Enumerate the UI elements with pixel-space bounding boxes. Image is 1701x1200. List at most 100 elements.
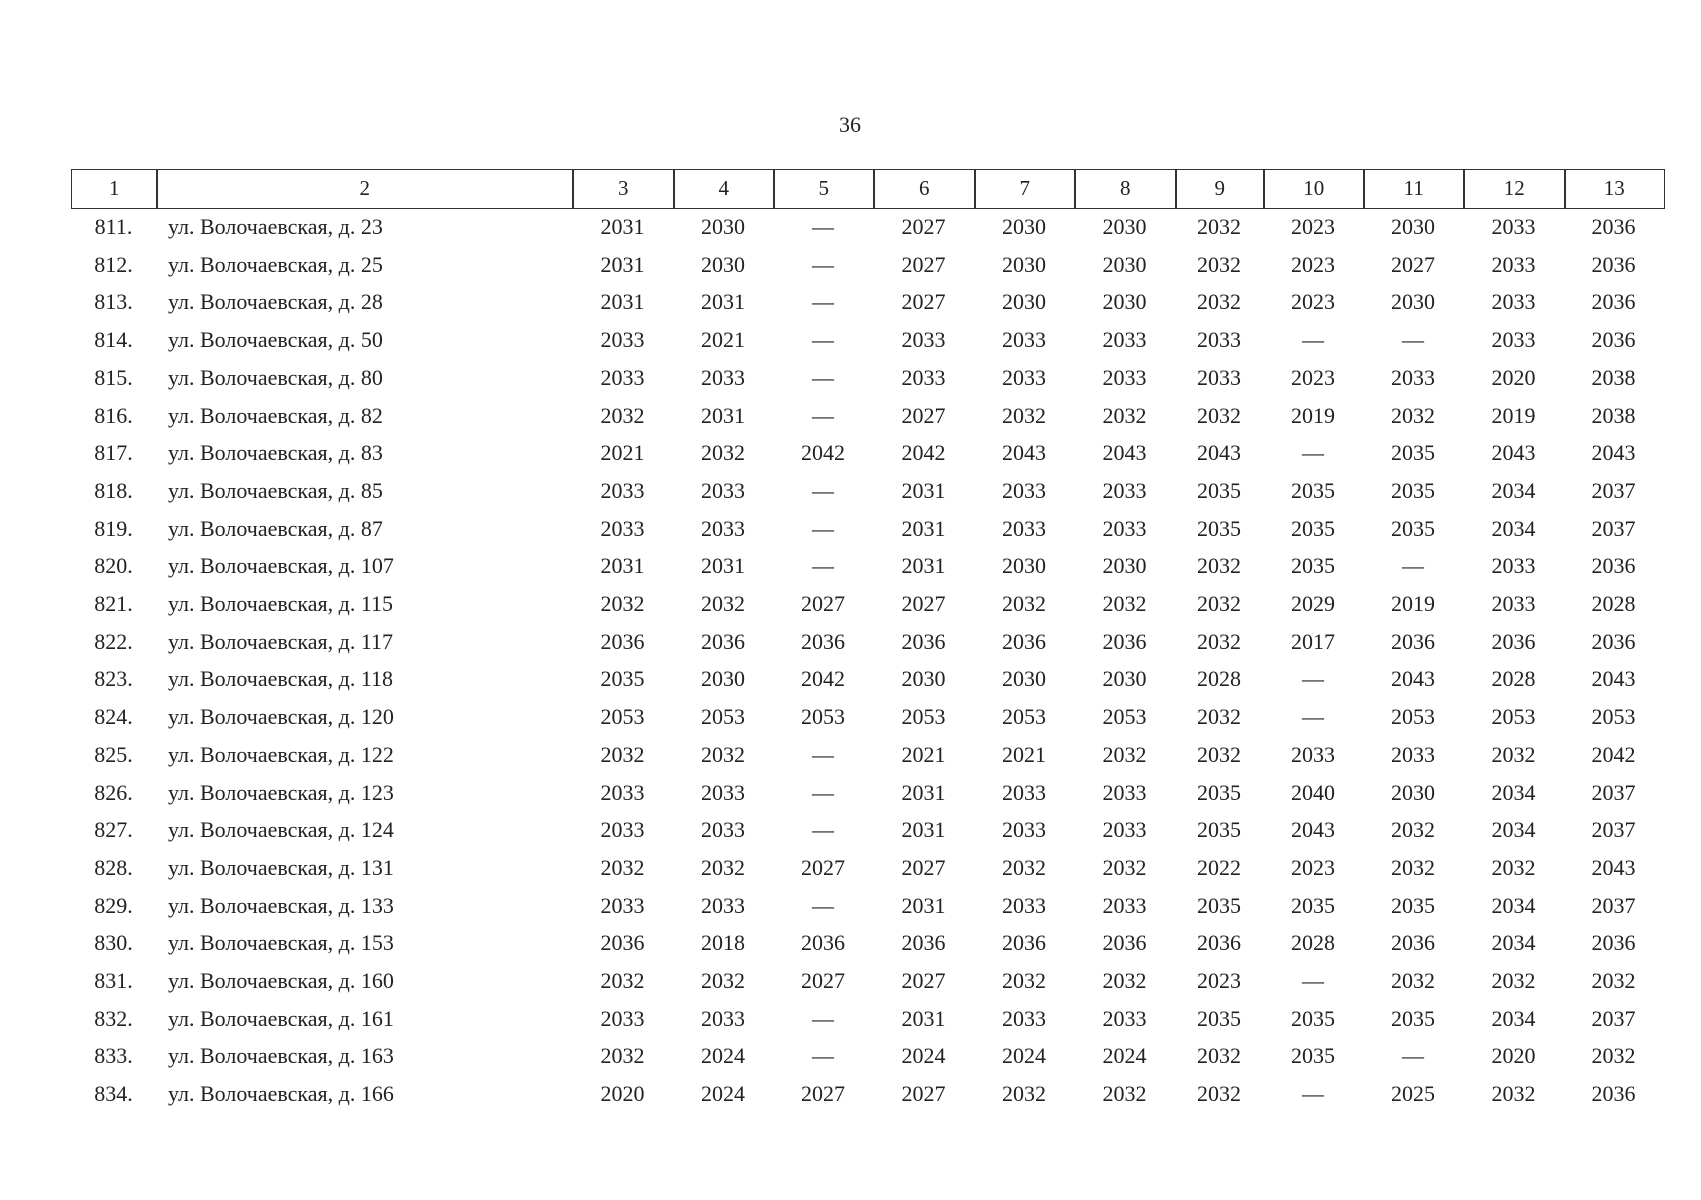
address-cell: ул. Волочаевская, д. 163 [168,1043,394,1069]
year-cell: — [812,477,834,503]
year-cell: 2033 [701,779,745,805]
year-cell: 2032 [701,591,745,616]
address-cell: ул. Волочаевская, д. 82 [168,402,383,428]
year-cell: 2031 [901,817,946,843]
header-cell: 3 [572,169,675,209]
address-cell: ул. Волочаевская, д. 23 [168,214,383,239]
year-cell: 2030 [1002,666,1046,692]
year-cell: 2033 [600,477,645,503]
address-cell: ул. Волочаевская, д. 122 [168,741,394,767]
row-number: 820. [94,553,133,579]
year-cell: 2032 [1002,854,1046,880]
row-number: 816. [94,402,133,428]
year-cell: 2029 [1291,591,1335,616]
year-cell: 2028 [1291,930,1335,956]
year-cell: 2024 [701,1043,745,1069]
year-cell: 2032 [1391,817,1435,843]
year-cell: 2034 [1491,1005,1536,1031]
row-number: 827. [94,817,133,843]
header-cell: 9 [1175,169,1265,209]
year-cell: 2032 [1391,402,1435,428]
year-cell: 2024 [901,1043,946,1069]
year-cell: 2036 [1591,1081,1636,1107]
year-cell: 2021 [901,741,946,767]
row-number: 834. [94,1081,133,1107]
header-cell: 1 [71,169,158,209]
year-cell: 2021 [701,327,745,353]
row-number: 824. [94,704,133,730]
row-number: 821. [94,591,133,616]
year-cell: 2033 [1197,327,1241,353]
year-cell: 2036 [600,930,645,956]
year-cell: 2053 [1391,704,1435,730]
year-cell: — [812,553,834,579]
row-number: 819. [94,515,133,541]
year-cell: 2036 [1391,930,1435,956]
year-cell: 2043 [1102,440,1147,466]
year-cell: 2036 [801,930,845,956]
year-cell: 2035 [1291,515,1335,541]
year-cell: 2053 [1102,704,1147,730]
address-cell: ул. Волочаевская, д. 107 [168,553,394,579]
year-cell: 2032 [1491,968,1536,993]
year-cell: 2030 [1102,666,1147,692]
page-number: 36 [839,112,861,137]
year-cell: 2036 [1591,214,1636,239]
year-cell: 2043 [1591,854,1636,880]
year-cell: 2042 [1591,741,1636,767]
row-number: 826. [94,779,133,805]
year-cell: 2032 [1197,628,1241,654]
year-cell: 2036 [1591,327,1636,353]
year-cell: 2033 [1102,779,1147,805]
year-cell: — [812,515,834,541]
year-cell: — [812,741,834,767]
year-cell: 2033 [901,327,946,353]
year-cell: 2033 [1102,817,1147,843]
year-cell: — [812,214,834,239]
row-number: 833. [94,1043,133,1069]
year-cell: 2030 [1391,779,1435,805]
year-cell: 2035 [1291,1005,1335,1031]
year-cell: 2038 [1591,364,1636,390]
year-cell: 2027 [901,214,946,239]
address-cell: ул. Волочаевская, д. 118 [168,666,394,692]
year-cell: 2040 [1291,779,1335,805]
year-cell: 2035 [1391,1005,1435,1031]
year-cell: 2053 [701,704,745,730]
year-cell: 2033 [1391,741,1435,767]
address-cell: ул. Волочаевская, д. 80 [168,364,383,390]
year-cell: 2032 [1391,968,1435,993]
header-cell: 11 [1363,169,1465,209]
year-cell: 2032 [1197,591,1241,616]
year-cell: — [812,817,834,843]
year-cell: 2034 [1491,515,1536,541]
year-cell: 2027 [901,251,946,277]
year-cell: — [812,402,834,428]
header-cell: 2 [156,169,574,209]
year-cell: 2020 [1491,1043,1536,1069]
row-number: 828. [94,854,133,880]
row-number: 832. [94,1005,133,1031]
year-cell: 2053 [801,704,845,730]
year-cell: 2037 [1591,515,1636,541]
year-cell: 2033 [1002,327,1046,353]
year-cell: 2033 [701,477,745,503]
year-cell: — [1402,553,1424,579]
year-cell: 2038 [1591,402,1636,428]
year-cell: 2032 [701,968,745,993]
year-cell: 2032 [1197,402,1241,428]
year-cell: 2036 [1002,930,1046,956]
year-cell: 2033 [1491,327,1536,353]
year-cell: 2027 [801,968,845,993]
year-cell: 2027 [901,1081,946,1107]
year-cell: 2027 [901,854,946,880]
year-cell: 2036 [1591,289,1636,315]
year-cell: 2037 [1591,892,1636,918]
year-cell: 2043 [1591,666,1636,692]
address-cell: ул. Волочаевская, д. 131 [168,854,394,880]
year-cell: 2032 [600,741,645,767]
year-cell: 2033 [600,1005,645,1031]
year-cell: 2032 [1591,1043,1636,1069]
year-cell: 2030 [1391,214,1435,239]
year-cell: 2033 [600,364,645,390]
